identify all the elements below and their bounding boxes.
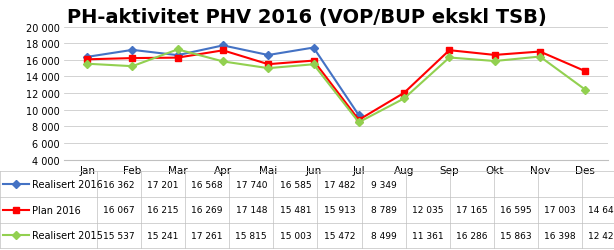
- Text: 15 003: 15 003: [279, 231, 311, 240]
- Text: 17 482: 17 482: [324, 180, 355, 189]
- Text: 12 421: 12 421: [588, 231, 614, 240]
- Text: 17 201: 17 201: [147, 180, 179, 189]
- Text: PH-aktivitet PHV 2016 (VOP/BUP ekskl TSB): PH-aktivitet PHV 2016 (VOP/BUP ekskl TSB…: [67, 8, 547, 26]
- Text: 16 568: 16 568: [192, 180, 223, 189]
- Text: 17 003: 17 003: [544, 206, 576, 214]
- Text: Plan 2016: Plan 2016: [32, 205, 80, 215]
- Text: 17 165: 17 165: [456, 206, 488, 214]
- Text: 16 398: 16 398: [544, 231, 576, 240]
- Text: 8 789: 8 789: [371, 206, 397, 214]
- Text: 16 215: 16 215: [147, 206, 179, 214]
- Text: 17 740: 17 740: [236, 180, 267, 189]
- Text: 12 035: 12 035: [412, 206, 443, 214]
- Text: 15 241: 15 241: [147, 231, 179, 240]
- Text: 16 269: 16 269: [192, 206, 223, 214]
- Text: 16 362: 16 362: [103, 180, 135, 189]
- Text: 17 148: 17 148: [236, 206, 267, 214]
- Text: 14 645: 14 645: [588, 206, 614, 214]
- Text: 11 361: 11 361: [412, 231, 443, 240]
- Text: 9 349: 9 349: [371, 180, 397, 189]
- Text: 16 595: 16 595: [500, 206, 532, 214]
- Text: 15 481: 15 481: [279, 206, 311, 214]
- Text: 16 286: 16 286: [456, 231, 488, 240]
- Text: 15 863: 15 863: [500, 231, 532, 240]
- Text: 15 913: 15 913: [324, 206, 356, 214]
- Text: 15 537: 15 537: [103, 231, 135, 240]
- Text: 15 815: 15 815: [236, 231, 267, 240]
- Text: Realisert 2015: Realisert 2015: [32, 230, 103, 240]
- Text: Realisert 2016: Realisert 2016: [32, 180, 103, 190]
- Text: 16 067: 16 067: [103, 206, 135, 214]
- Text: 16 585: 16 585: [279, 180, 311, 189]
- Text: 15 472: 15 472: [324, 231, 355, 240]
- Text: 17 261: 17 261: [192, 231, 223, 240]
- Text: 8 499: 8 499: [371, 231, 397, 240]
